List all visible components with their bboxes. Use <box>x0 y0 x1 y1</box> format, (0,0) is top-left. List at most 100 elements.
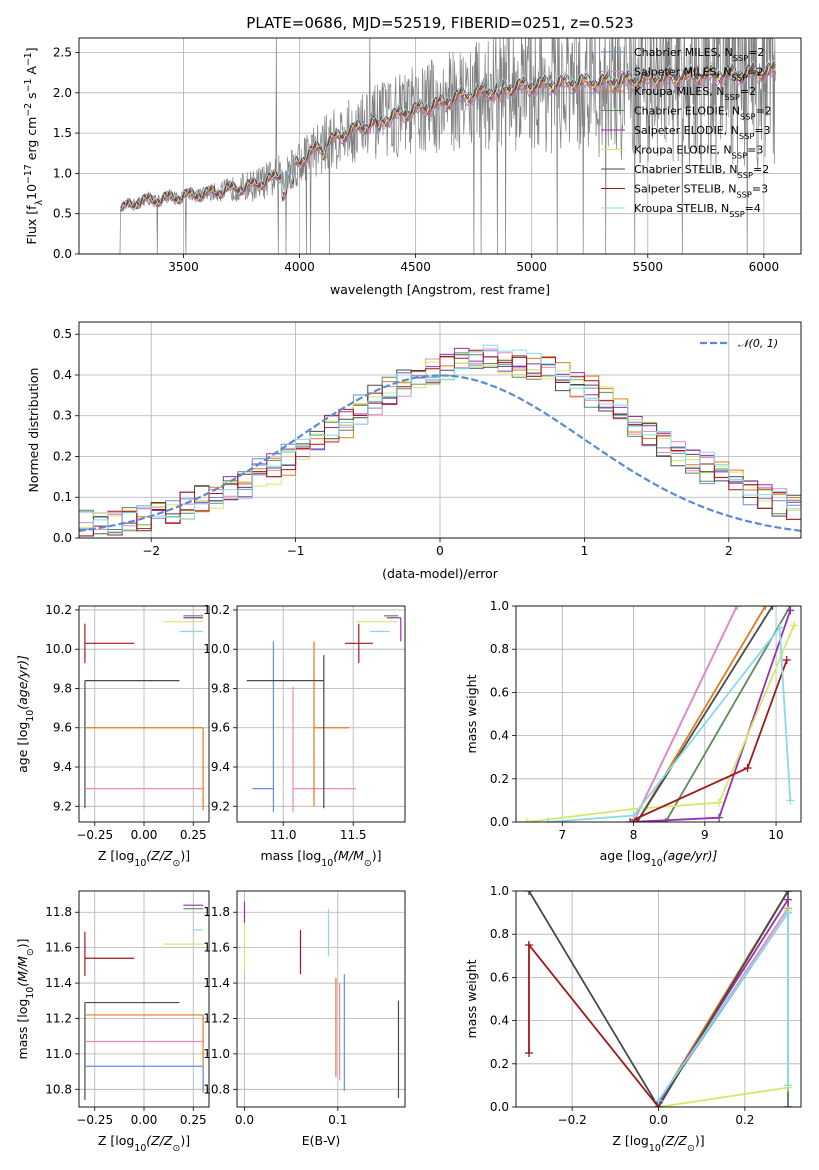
x-tick-label: 8 <box>630 828 638 842</box>
errorbar-salpeter-stelib <box>84 931 135 976</box>
y-tick-label: 9.6 <box>211 721 230 735</box>
x-tick-label: 0.00 <box>131 1113 158 1127</box>
y-tick-label: 9.8 <box>53 681 72 695</box>
plot-area <box>84 904 204 1100</box>
weight-line-kroupa-elodie <box>526 625 795 822</box>
legend-entry: Kroupa STELIB, NSSP=4 <box>634 202 761 219</box>
y-axis-label: mass weight <box>464 959 479 1038</box>
weight-marker <box>784 908 793 917</box>
weight-marker <box>715 798 724 807</box>
x-tick-label: 0.25 <box>180 1113 207 1127</box>
x-axis-label: Z [log10(Z/Z⊙)] <box>612 1133 704 1154</box>
x-tick-label: −0.25 <box>76 828 113 842</box>
x-tick-label: −0.25 <box>76 1113 113 1127</box>
axes-frame <box>515 890 802 1108</box>
axes-frame <box>515 605 802 823</box>
x-axis-label: Z [log10(Z/Z⊙)] <box>98 1133 190 1154</box>
model-spectrum-kroupa-stelib <box>120 59 776 207</box>
y-tick-label: 11.2 <box>45 1011 72 1025</box>
y-tick-label: 9.8 <box>211 681 230 695</box>
legend-entry: Chabrier STELIB, NSSP=2 <box>634 163 769 180</box>
weight-marker <box>524 941 533 949</box>
y-tick-label: 11.8 <box>45 905 72 919</box>
y-tick-label: 9.6 <box>53 721 72 735</box>
x-tick-label: 1 <box>581 544 589 558</box>
x-axis-label: wavelength [Angstrom, rest frame] <box>330 282 550 297</box>
y-tick-label: 0.8 <box>490 927 509 941</box>
errorbar-chabrier-stelib <box>84 680 180 809</box>
y-tick-label: 0.2 <box>53 449 72 463</box>
weight-marker <box>524 1049 533 1057</box>
x-tick-label: 10 <box>768 828 783 842</box>
y-tick-label: 11.6 <box>45 941 72 955</box>
weight-line-salpeter-stelib <box>528 942 660 1107</box>
y-tick-label: 0.4 <box>490 729 509 743</box>
weight-marker <box>544 818 553 822</box>
x-tick-label: 11.0 <box>270 828 297 842</box>
mass-vs-metallicity-panel: −0.25 0.00 0.25 10.8 11.0 11.2 11.4 11.6 11.8 Z [… <box>15 890 210 1154</box>
age-vs-mass-panel: 11.0 11.5 9.2 9.4 9.6 9.8 10.0 10.2 mass [log10(… <box>203 603 406 869</box>
weight-marker <box>784 891 793 895</box>
plot-area <box>246 615 402 813</box>
x-tick-label: −0.2 <box>558 1113 587 1127</box>
x-axis-label: age [log10(age/yr)] <box>600 848 718 869</box>
normal-curve <box>79 374 801 532</box>
x-tick-label: 4500 <box>400 260 431 274</box>
axes-frame <box>78 605 210 823</box>
errorbar-chabrier-stelib <box>84 1001 180 1100</box>
errorbar-chabrier-miles <box>84 1065 204 1093</box>
legend-entry: Salpeter ELODIE, NSSP=3 <box>634 124 771 141</box>
spectrum-panel: 3500 4000 4500 5000 5500 6000 0.0 0.5 1.0 1.5 2.0 2… <box>23 14 802 297</box>
legend-entry: 𝒩(0, 1) <box>738 337 778 350</box>
weight-marker <box>786 606 795 615</box>
x-tick-label: −2 <box>142 544 160 558</box>
errorbar-salpeter-elodie <box>386 617 402 642</box>
weight-marker <box>768 606 777 610</box>
y-axis-label: mass [log10(M/M⊙)] <box>15 939 36 1060</box>
y-tick-label: 10.8 <box>45 1082 72 1096</box>
x-tick-label: 0.0 <box>235 1113 254 1127</box>
y-tick-label: 1.0 <box>53 166 72 180</box>
x-tick-label: 9 <box>701 828 709 842</box>
y-tick-label: 0.4 <box>53 368 72 382</box>
weight-marker <box>789 621 798 630</box>
y-tick-label: 9.4 <box>53 760 72 774</box>
weight-line-kroupa-miles <box>636 606 767 822</box>
weight-line-kroupa-stelib <box>657 909 789 1102</box>
mass-weight-vs-metallicity-panel: −0.2 0.0 0.2 0.0 0.2 0.4 0.6 0.8 1.0 Z [log10(Z/Z… <box>464 884 802 1154</box>
weight-marker <box>743 764 752 772</box>
plot-area <box>243 901 400 1099</box>
weight-marker <box>715 813 724 822</box>
legend-entry: Salpeter STELIB, NSSP=3 <box>634 183 768 200</box>
y-tick-label: 11.8 <box>203 905 230 919</box>
axes-frame <box>78 890 210 1108</box>
plot-area <box>522 606 798 822</box>
weight-line-chabrier-stelib <box>636 606 774 822</box>
x-tick-label: 0.0 <box>649 1113 668 1127</box>
plot-area <box>524 891 793 1107</box>
errorbar-chabrier-stelib <box>246 655 325 809</box>
weight-line-salpeter-miles <box>632 606 738 822</box>
x-axis-label: (data-model)/error <box>382 566 499 581</box>
weight-marker <box>524 891 533 895</box>
x-tick-label: 0.2 <box>735 1113 754 1127</box>
axes-frame <box>78 37 802 255</box>
weight-marker <box>784 1103 793 1107</box>
age-vs-metallicity-panel: −0.25 0.00 0.25 9.2 9.4 9.6 9.8 10.0 10.2 Z [log1… <box>15 603 210 869</box>
y-tick-label: 0.0 <box>53 247 72 261</box>
y-tick-label: 11.4 <box>45 976 72 990</box>
y-tick-label: 2.5 <box>53 46 72 60</box>
mass-vs-reddening-panel: 0.0 0.1 10.8 11.0 11.2 11.4 11.6 11.8 E(B-V) <box>203 890 406 1148</box>
weight-marker <box>782 656 791 664</box>
residual-histogram-kroupa-stelib <box>79 344 801 534</box>
y-axis-label: Normed distribution <box>26 368 41 493</box>
x-axis-label: mass [log10(M/M⊙)] <box>261 848 382 869</box>
legend-entry: Chabrier MILES, NSSP=2 <box>634 46 764 63</box>
x-tick-label: 0.00 <box>131 828 158 842</box>
y-tick-label: 1.0 <box>490 599 509 613</box>
residual-histogram-salpeter-stelib <box>79 349 801 537</box>
y-tick-label: 11.0 <box>45 1047 72 1061</box>
axes-frame <box>78 321 802 539</box>
y-tick-label: 0.1 <box>53 490 72 504</box>
